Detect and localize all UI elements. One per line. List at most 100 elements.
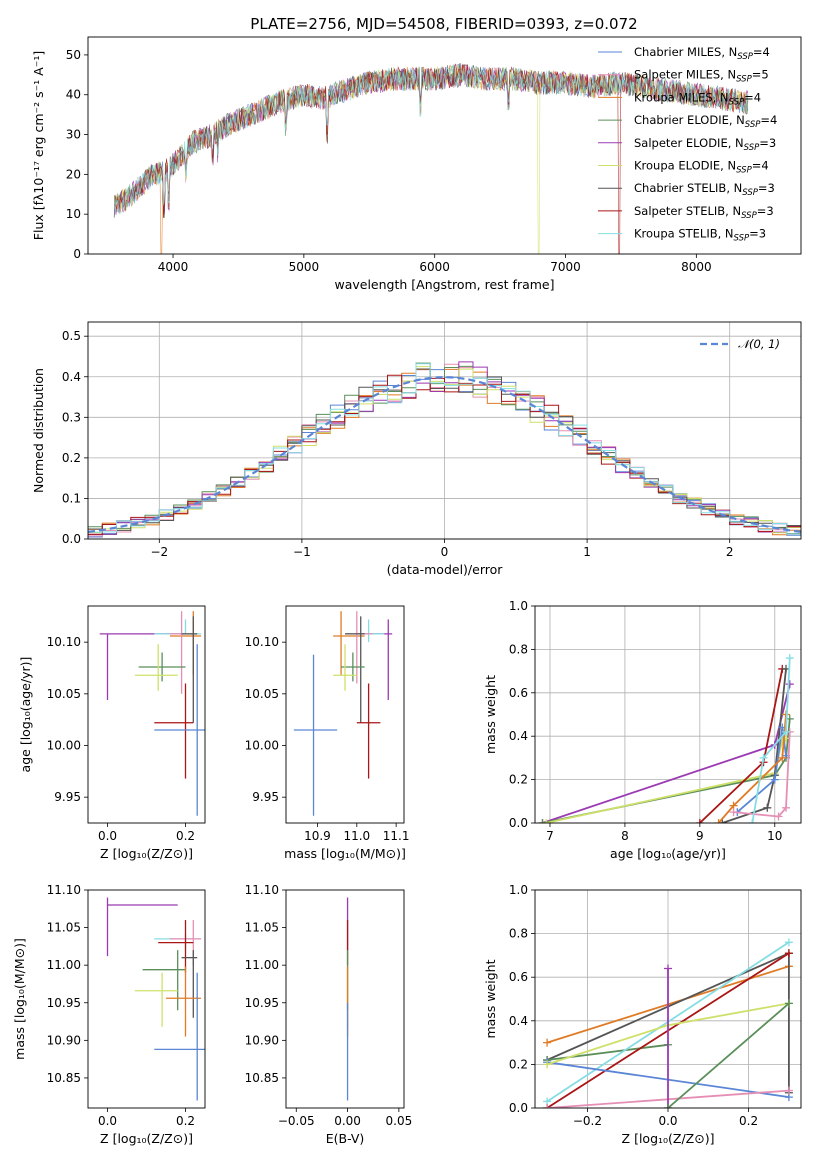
y-tick-label: 0.2 bbox=[509, 773, 528, 787]
y-tick-label: 0.6 bbox=[509, 686, 528, 700]
histogram-cyan-step bbox=[88, 363, 801, 535]
weight-pink-line bbox=[733, 731, 791, 818]
legend-text: Chabrier ELODIE, N bbox=[634, 113, 745, 127]
legend-entry: Salpeter STELIB, NSSP=3 bbox=[634, 204, 774, 221]
y-tick-label: 10.90 bbox=[47, 1033, 81, 1047]
legend-tail: =5 bbox=[752, 68, 769, 82]
legend-text: Salpeter STELIB, N bbox=[634, 204, 741, 218]
weight-green-marker bbox=[538, 819, 547, 823]
weight-cyan-line bbox=[751, 658, 791, 823]
legend-text: Kroupa ELODIE, N bbox=[634, 159, 736, 173]
y-tick-label: 0.8 bbox=[509, 642, 528, 656]
x-axis-label: Z [log₁₀(Z/Z⊙)] bbox=[100, 1131, 193, 1146]
axes-frame bbox=[285, 605, 405, 824]
legend-entry: Salpeter ELODIE, NSSP=3 bbox=[634, 136, 776, 153]
x-tick-label: −1 bbox=[293, 545, 311, 559]
x-tick-label: 0.2 bbox=[176, 1114, 195, 1128]
weight-dark-marker bbox=[763, 803, 772, 812]
weight-pink-marker bbox=[784, 1086, 793, 1095]
x-tick-label: 0.0 bbox=[98, 829, 117, 843]
weight-purple-marker bbox=[785, 680, 794, 689]
y-tick-label: 0.2 bbox=[509, 1057, 528, 1071]
weight-pink-marker bbox=[729, 808, 738, 817]
weight-orange-marker bbox=[778, 753, 787, 762]
y-axis-label: Normed distribution bbox=[31, 368, 46, 493]
x-tick-label: 2 bbox=[726, 545, 734, 559]
y-tick-label: 0.3 bbox=[62, 410, 81, 424]
y-tick-label: 10.00 bbox=[47, 739, 81, 753]
legend-text: Chabrier MILES, N bbox=[634, 45, 737, 59]
normal-reference-curve bbox=[88, 376, 801, 533]
y-tick-label: 1.0 bbox=[509, 599, 528, 613]
plot-area bbox=[113, 63, 749, 254]
x-tick-label: 0 bbox=[441, 545, 449, 559]
weight-red-marker bbox=[784, 949, 793, 958]
x-tick-label: 10 bbox=[767, 829, 782, 843]
y-tick-label: 0.1 bbox=[62, 491, 81, 505]
y-tick-label: 11.00 bbox=[47, 958, 81, 972]
weight-purple-marker bbox=[664, 964, 672, 973]
x-axis-label: (data-model)/error bbox=[387, 562, 504, 577]
plot-area bbox=[538, 654, 794, 823]
x-tick-label: 11.0 bbox=[343, 829, 370, 843]
legend-sub: SSP bbox=[736, 75, 752, 85]
x-tick-label: 8 bbox=[621, 829, 629, 843]
legend-sub: SSP bbox=[736, 166, 752, 176]
y-tick-label: 10.10 bbox=[47, 635, 81, 649]
plot-area bbox=[99, 611, 205, 816]
spectrum-cyan-line bbox=[113, 64, 749, 214]
y-tick-label: 10 bbox=[66, 207, 81, 221]
x-axis-label: E(B-V) bbox=[326, 1131, 365, 1146]
x-tick-label: 0.0 bbox=[98, 1114, 117, 1128]
axes-frame bbox=[87, 889, 206, 1109]
x-tick-label: 0.00 bbox=[334, 1114, 361, 1128]
legend-entry: 𝒩(0, 1) bbox=[738, 337, 780, 351]
weight-cyan-marker bbox=[759, 753, 768, 762]
legend-entry: Salpeter MILES, NSSP=5 bbox=[634, 68, 769, 85]
legend-sub: SSP bbox=[745, 120, 761, 130]
x-tick-label: 0.05 bbox=[386, 1114, 413, 1128]
spectrum-panel: 4000 5000 6000 7000 8000 0 10 20 30 40 50 wavelengt… bbox=[31, 36, 802, 292]
legend-tail: =3 bbox=[749, 227, 766, 241]
axes-frame bbox=[285, 889, 405, 1109]
weight-yellow-marker bbox=[543, 1060, 552, 1069]
y-tick-label: 10.90 bbox=[245, 1033, 279, 1047]
y-tick-label: 10.85 bbox=[245, 1071, 279, 1085]
y-tick-label: 1.0 bbox=[509, 883, 528, 897]
legend-sub: SSP bbox=[729, 97, 745, 107]
x-tick-label: −2 bbox=[150, 545, 168, 559]
y-tick-label: 10.10 bbox=[245, 635, 279, 649]
x-tick-label: −0.05 bbox=[278, 1114, 315, 1128]
legend-entry: Kroupa ELODIE, NSSP=4 bbox=[634, 159, 769, 176]
y-tick-label: 0.4 bbox=[509, 1014, 528, 1028]
legend-text: Salpeter MILES, N bbox=[634, 68, 736, 82]
legend-entry: Chabrier MILES, NSSP=4 bbox=[634, 45, 770, 62]
y-tick-label: 50 bbox=[66, 48, 81, 62]
y-tick-label: 10.00 bbox=[245, 739, 279, 753]
y-tick-label: 10.05 bbox=[47, 687, 81, 701]
weight-dark-line bbox=[722, 668, 787, 823]
weight-pink-marker bbox=[782, 803, 791, 812]
y-axis-label: Flux [fλ10⁻¹⁷ erg cm⁻² s⁻¹ A⁻¹] bbox=[31, 51, 46, 240]
plot-area bbox=[88, 361, 801, 538]
y-tick-label: 9.95 bbox=[252, 790, 279, 804]
weight-pink-marker bbox=[774, 812, 783, 821]
weight-vs-metallicity-panel: −0.2 0.0 0.2 0.0 0.2 0.4 0.6 0.8 1.0 Z [log₁₀(Z/Z… bbox=[483, 883, 802, 1146]
legend-tail: =4 bbox=[752, 159, 769, 173]
x-tick-label: 0.0 bbox=[658, 1114, 677, 1128]
x-tick-label: 7 bbox=[546, 829, 554, 843]
x-tick-label: 1 bbox=[583, 545, 591, 559]
x-tick-label: 4000 bbox=[158, 260, 189, 274]
x-tick-label: 6000 bbox=[419, 260, 450, 274]
legend-tail: =4 bbox=[760, 113, 777, 127]
legend-tail: =4 bbox=[744, 90, 761, 104]
weight-purple-line bbox=[542, 683, 791, 823]
weight-orange-marker bbox=[714, 819, 723, 823]
legend-entry: Chabrier STELIB, NSSP=3 bbox=[634, 181, 775, 198]
legend-entry: Kroupa STELIB, NSSP=3 bbox=[634, 227, 766, 244]
residual-histogram-panel: −2 −1 0 1 2 0.0 0.1 0.2 0.3 0.4 0.5 (data-model)/er… bbox=[31, 321, 802, 577]
x-tick-label: 8000 bbox=[681, 260, 712, 274]
y-tick-label: 0.0 bbox=[62, 532, 81, 546]
weight-cyan-marker bbox=[748, 819, 757, 823]
